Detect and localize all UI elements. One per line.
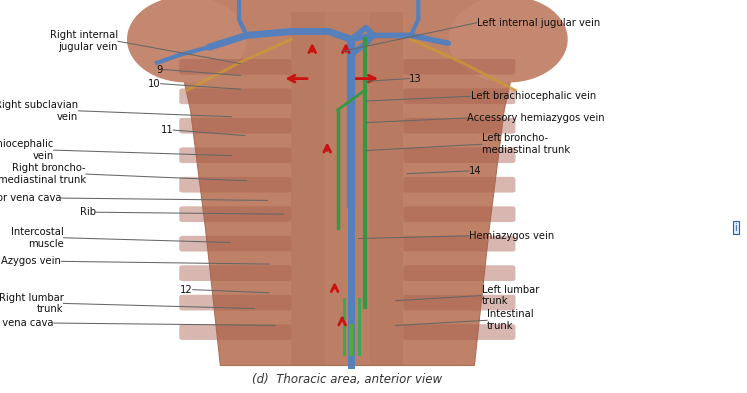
FancyBboxPatch shape	[179, 59, 291, 75]
FancyBboxPatch shape	[179, 147, 291, 163]
FancyBboxPatch shape	[179, 295, 291, 310]
FancyBboxPatch shape	[403, 265, 515, 281]
Text: Left brachiocephalic vein: Left brachiocephalic vein	[471, 91, 596, 101]
FancyBboxPatch shape	[179, 265, 291, 281]
Text: i: i	[734, 223, 737, 233]
Text: 9: 9	[156, 64, 163, 75]
FancyBboxPatch shape	[179, 206, 291, 222]
Text: Right internal
jugular vein: Right internal jugular vein	[50, 31, 118, 52]
Text: Left lumbar
trunk: Left lumbar trunk	[482, 285, 539, 306]
Text: Left internal jugular vein: Left internal jugular vein	[477, 18, 600, 28]
FancyBboxPatch shape	[179, 324, 291, 340]
Text: Intercostal
muscle: Intercostal muscle	[10, 227, 63, 248]
FancyBboxPatch shape	[179, 88, 291, 104]
Text: Left broncho-
mediastinal trunk: Left broncho- mediastinal trunk	[482, 134, 570, 155]
Text: 12: 12	[180, 285, 193, 295]
Text: Azygos vein: Azygos vein	[1, 256, 61, 266]
FancyBboxPatch shape	[179, 177, 291, 193]
Ellipse shape	[127, 0, 247, 83]
Text: 13: 13	[409, 73, 422, 84]
FancyBboxPatch shape	[403, 118, 515, 134]
Text: Superior vena cava: Superior vena cava	[0, 193, 61, 203]
Bar	[325, 12, 370, 365]
Text: Rib: Rib	[80, 207, 96, 217]
Text: Right brachiocephalic
vein: Right brachiocephalic vein	[0, 140, 54, 161]
Text: Right subclavian
vein: Right subclavian vein	[0, 100, 78, 121]
Text: 14: 14	[469, 166, 482, 176]
FancyBboxPatch shape	[403, 147, 515, 163]
FancyBboxPatch shape	[403, 324, 515, 340]
Text: 11: 11	[161, 125, 173, 135]
Bar	[306, 0, 388, 8]
FancyBboxPatch shape	[403, 177, 515, 193]
FancyBboxPatch shape	[179, 236, 291, 252]
Text: (d)  Thoracic area, anterior view: (d) Thoracic area, anterior view	[252, 373, 442, 386]
Polygon shape	[168, 0, 527, 365]
FancyBboxPatch shape	[179, 118, 291, 134]
FancyBboxPatch shape	[403, 295, 515, 310]
Ellipse shape	[448, 0, 568, 83]
FancyBboxPatch shape	[403, 236, 515, 252]
FancyBboxPatch shape	[403, 206, 515, 222]
Text: Right lumbar
trunk: Right lumbar trunk	[0, 293, 63, 314]
Text: Intestinal
trunk: Intestinal trunk	[487, 310, 533, 331]
Text: Accessory hemiazygos vein: Accessory hemiazygos vein	[467, 113, 604, 123]
Bar	[291, 12, 403, 365]
Text: 10: 10	[148, 79, 161, 89]
Text: Right broncho-
mediastinal trunk: Right broncho- mediastinal trunk	[0, 163, 86, 185]
FancyBboxPatch shape	[403, 59, 515, 75]
Text: Inferior vena cava: Inferior vena cava	[0, 318, 54, 328]
Text: Hemiazygos vein: Hemiazygos vein	[469, 231, 554, 241]
FancyBboxPatch shape	[403, 88, 515, 104]
